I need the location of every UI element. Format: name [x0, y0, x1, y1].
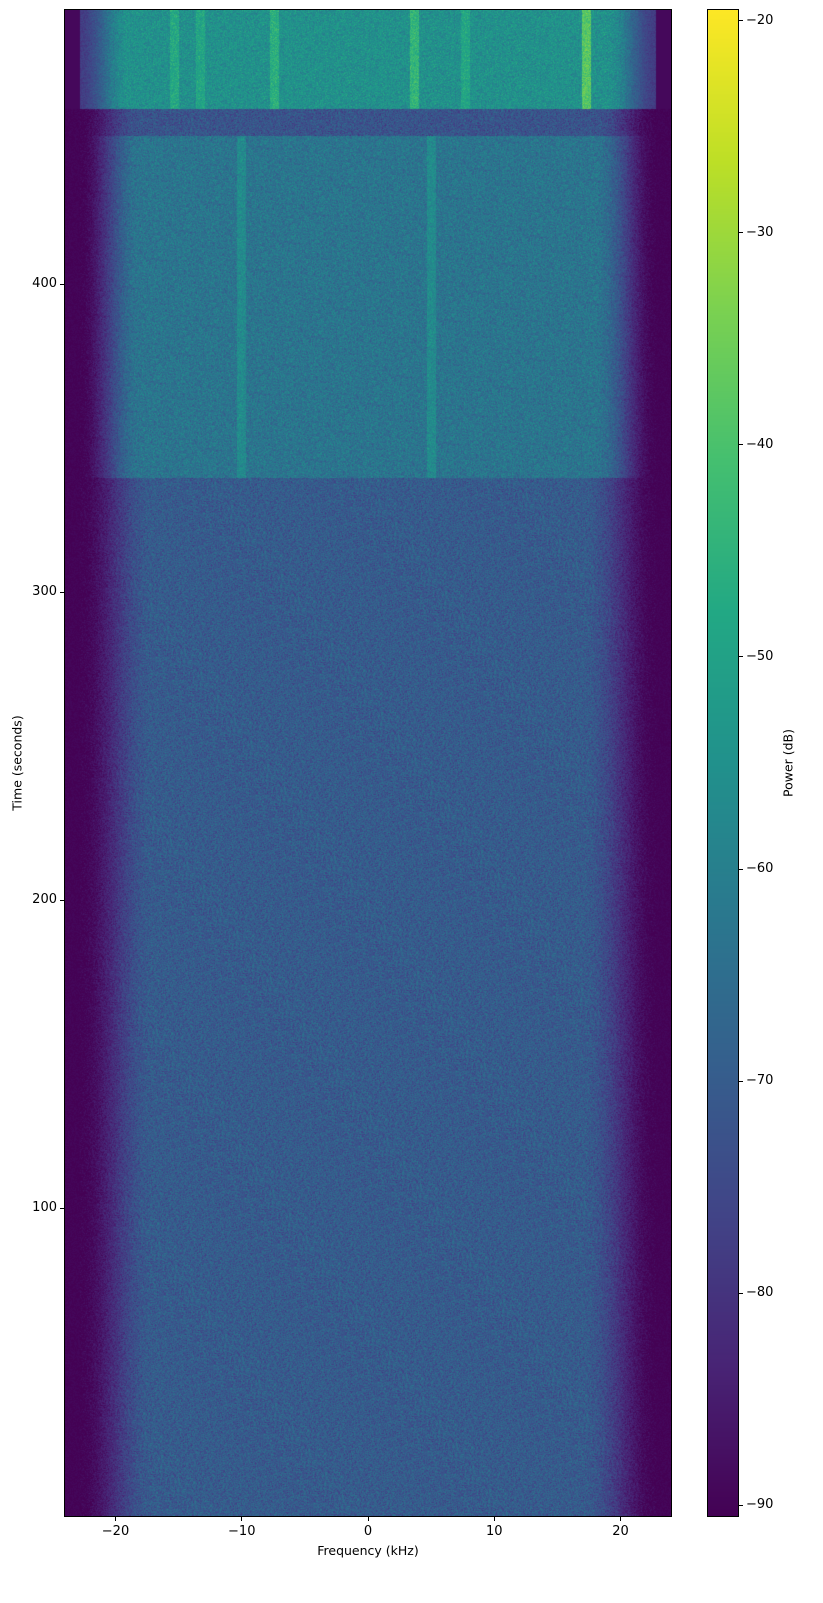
colorbar-label: Power (dB) [780, 728, 796, 798]
colorbar-tick [738, 232, 743, 234]
x-tick [367, 1516, 369, 1521]
y-tick-label: 200 [32, 892, 57, 908]
colorbar-tick [738, 1292, 743, 1294]
x-tick-label: 20 [612, 1524, 629, 1539]
y-tick [60, 899, 65, 901]
y-tick [60, 283, 65, 285]
colorbar-tick [738, 444, 743, 446]
spectrogram-heatmap [65, 10, 671, 1516]
colorbar-tick-label: −20 [746, 12, 774, 28]
colorbar-tick-label: −70 [746, 1073, 774, 1089]
colorbar-tick-label: −60 [746, 861, 774, 877]
x-tick [241, 1516, 243, 1521]
y-tick-label: 100 [32, 1200, 57, 1216]
x-tick-label: 10 [485, 1524, 503, 1539]
y-axis-label: Time (seconds) [9, 715, 25, 811]
x-tick [620, 1516, 621, 1521]
y-tick [60, 1207, 65, 1209]
x-axis-label: Frequency (kHz) [317, 1543, 419, 1558]
x-tick [493, 1516, 495, 1521]
colorbar [708, 10, 738, 1516]
x-tick-label: −20 [101, 1524, 130, 1539]
colorbar-tick [738, 656, 743, 658]
colorbar-tick-label: −30 [746, 224, 774, 240]
colorbar-tick-label: −90 [746, 1497, 774, 1513]
y-tick-label: 400 [32, 276, 57, 292]
x-tick [115, 1516, 116, 1521]
colorbar-tick-label: −40 [746, 436, 774, 452]
colorbar-tick-label: −80 [746, 1285, 774, 1301]
colorbar-tick-label: −50 [746, 648, 774, 664]
colorbar-tick [738, 1080, 743, 1082]
y-tick-label: 300 [32, 584, 57, 600]
x-tick-label: 0 [363, 1524, 373, 1539]
y-tick [60, 591, 65, 593]
colorbar-tick [738, 20, 743, 22]
x-tick-label: −10 [228, 1524, 256, 1539]
colorbar-tick [738, 868, 743, 870]
colorbar-tick [738, 1504, 743, 1506]
